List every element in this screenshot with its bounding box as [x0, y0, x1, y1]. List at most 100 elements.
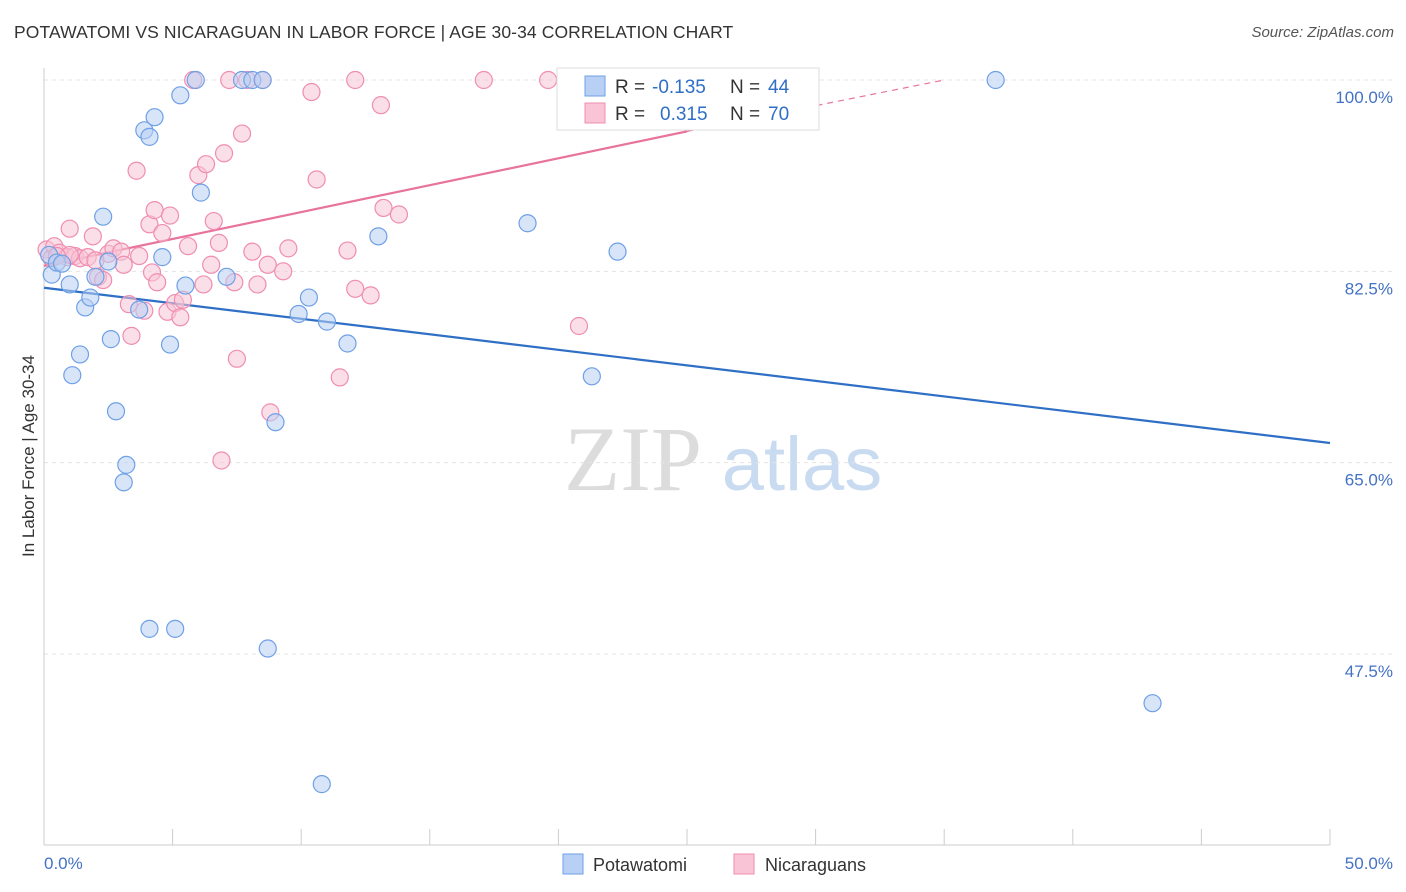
point-nicaraguans: [194, 275, 213, 294]
point-potawatomi: [176, 276, 195, 295]
point-potawatomi: [60, 275, 79, 294]
legend-r-label-2: R =: [615, 104, 645, 125]
point-nicaraguans: [338, 241, 357, 260]
series-legend-label-potawatomi: Potawatomi: [593, 855, 687, 875]
point-nicaraguans: [374, 198, 393, 218]
point-nicaraguans: [171, 308, 190, 327]
legend-swatch-potawatomi: [584, 75, 606, 97]
series-legend: Potawatomi Nicaraguans: [562, 853, 866, 875]
point-potawatomi: [171, 86, 190, 105]
point-nicaraguans: [214, 144, 234, 163]
series-legend-swatch-potawatomi: [562, 853, 584, 875]
point-potawatomi: [99, 252, 118, 271]
point-potawatomi: [81, 288, 100, 307]
point-potawatomi: [518, 214, 537, 233]
point-nicaraguans: [274, 262, 293, 281]
series-legend-swatch-nicaraguans: [733, 853, 755, 875]
point-nicaraguans: [212, 451, 231, 470]
point-nicaraguans: [145, 201, 164, 220]
point-potawatomi: [582, 367, 601, 386]
y-tick-label: 100.0%: [1335, 88, 1393, 107]
point-nicaraguans: [153, 223, 172, 243]
trend-line-potawatomi: [43, 286, 1331, 445]
point-potawatomi: [153, 248, 172, 267]
point-potawatomi: [94, 207, 113, 226]
point-potawatomi: [140, 127, 159, 146]
point-nicaraguans: [330, 368, 349, 387]
point-nicaraguans: [307, 170, 326, 189]
point-nicaraguans: [60, 219, 79, 238]
watermark-zip: ZIP: [564, 408, 702, 510]
trend-line-nicaraguans: [43, 130, 688, 267]
watermark: ZIP atlas: [564, 408, 882, 510]
point-nicaraguans: [569, 316, 589, 336]
legend-n-value-2: 70: [768, 104, 789, 125]
point-potawatomi: [608, 242, 627, 261]
point-nicaraguans: [202, 255, 221, 274]
point-potawatomi: [312, 775, 331, 794]
point-potawatomi: [160, 335, 180, 354]
point-potawatomi: [191, 183, 210, 202]
point-nicaraguans: [148, 273, 167, 292]
point-nicaraguans: [258, 255, 277, 274]
y-tick-label: 47.5%: [1345, 662, 1393, 681]
point-potawatomi: [63, 366, 82, 385]
point-nicaraguans: [83, 227, 102, 246]
point-potawatomi: [114, 473, 133, 492]
x-tick-label-min: 0.0%: [44, 854, 83, 873]
point-potawatomi: [117, 455, 136, 474]
point-nicaraguans: [232, 124, 252, 143]
point-potawatomi: [299, 288, 319, 307]
point-nicaraguans: [178, 237, 198, 256]
point-nicaraguans: [243, 242, 262, 261]
point-potawatomi: [289, 304, 308, 324]
point-potawatomi: [1143, 694, 1162, 713]
y-axis-label: In Labor Force | Age 30-34: [19, 355, 38, 557]
point-potawatomi: [317, 312, 337, 331]
point-potawatomi: [217, 267, 236, 286]
point-nicaraguans: [196, 155, 216, 174]
point-potawatomi: [140, 619, 159, 638]
gridlines: [44, 79, 1393, 655]
legend-r-label-1: R =: [615, 77, 645, 98]
point-potawatomi: [145, 108, 164, 127]
point-nicaraguans: [474, 70, 493, 90]
point-nicaraguans: [122, 326, 141, 345]
y-tick-labels: 100.0% 82.5% 65.0% 47.5%: [1335, 88, 1393, 681]
point-potawatomi: [258, 639, 277, 658]
point-nicaraguans: [209, 233, 228, 253]
point-nicaraguans: [160, 206, 180, 225]
point-nicaraguans: [371, 96, 391, 115]
stats-legend: R = -0.135 N = 44 R = 0.315 N = 70: [556, 67, 820, 131]
point-potawatomi: [986, 70, 1005, 90]
point-nicaraguans: [279, 239, 298, 258]
point-nicaraguans: [127, 161, 146, 180]
point-potawatomi: [369, 227, 388, 246]
x-tick-label-max: 50.0%: [1345, 854, 1393, 873]
point-nicaraguans: [346, 279, 365, 298]
point-potawatomi: [266, 413, 285, 432]
y-tick-label: 65.0%: [1345, 471, 1393, 490]
point-potawatomi: [338, 334, 357, 353]
point-potawatomi: [166, 619, 185, 638]
point-nicaraguans: [248, 275, 267, 294]
point-nicaraguans: [361, 286, 380, 305]
legend-r-value-1: -0.135: [652, 77, 706, 98]
point-potawatomi: [106, 402, 126, 421]
point-potawatomi: [186, 70, 205, 90]
data-points: [37, 70, 1162, 794]
point-potawatomi: [70, 345, 90, 364]
point-nicaraguans: [227, 349, 246, 368]
series-legend-label-nicaraguans: Nicaraguans: [765, 855, 866, 875]
point-potawatomi: [86, 267, 105, 286]
legend-n-value-1: 44: [768, 77, 790, 98]
source-label: Source: ZipAtlas.com: [1251, 24, 1394, 41]
point-potawatomi: [101, 330, 120, 349]
legend-swatch-nicaraguans: [584, 102, 606, 124]
trend-lines: [43, 79, 1331, 445]
point-potawatomi: [52, 254, 72, 273]
legend-r-value-2: 0.315: [660, 104, 708, 125]
x-ticks: [43, 829, 1331, 845]
point-potawatomi: [253, 70, 272, 90]
